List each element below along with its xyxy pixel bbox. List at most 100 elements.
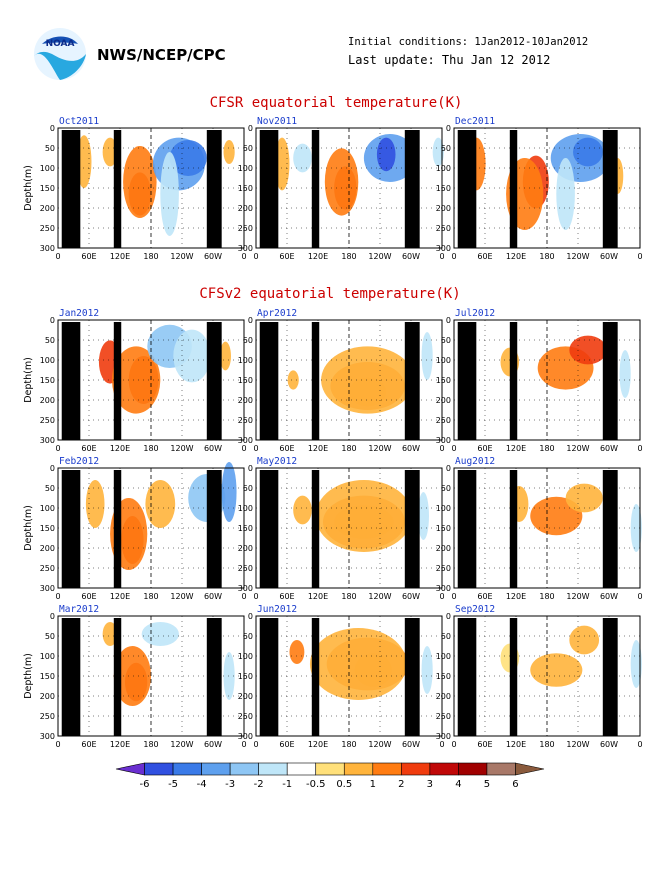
y-tick-label: 150 (238, 672, 253, 681)
y-tick-label: 100 (40, 504, 55, 513)
x-tick-label: 180 (143, 740, 158, 749)
anomaly-contour (376, 137, 396, 172)
panel-frame (57, 615, 245, 737)
y-tick-label: 300 (40, 584, 55, 593)
land-mask (311, 470, 320, 588)
x-tick-label: 0 (241, 740, 246, 749)
y-tick-label: 0 (446, 612, 451, 621)
y-tick-label: 250 (436, 564, 451, 573)
y-tick-label: 300 (436, 436, 451, 445)
y-tick-label: 300 (436, 244, 451, 253)
x-tick-label: 120W (566, 252, 589, 261)
colorbar-label: -4 (197, 779, 207, 790)
y-tick-label: 0 (50, 464, 55, 473)
x-tick-label: 60E (477, 444, 492, 453)
land-mask (61, 618, 81, 736)
panel-label: Jan2012 (59, 308, 99, 319)
y-tick-label: 150 (436, 184, 451, 193)
x-tick-label: 0 (253, 592, 258, 601)
land-mask (259, 618, 279, 736)
y-tick-label: 150 (40, 184, 55, 193)
panel-frame (255, 615, 443, 737)
y-tick-label: 0 (446, 316, 451, 325)
land-mask (509, 618, 518, 736)
panel-label: Jul2012 (455, 308, 495, 319)
y-tick-label: 0 (50, 316, 55, 325)
y-tick-label: 50 (243, 336, 253, 345)
anomaly-contour (315, 480, 413, 552)
land-mask (311, 322, 320, 440)
x-tick-label: 120E (308, 740, 328, 749)
y-tick-label: 250 (238, 564, 253, 573)
x-tick-label: 60E (81, 252, 96, 261)
land-mask (61, 130, 81, 248)
y-axis-label: Depth(m) (23, 653, 34, 699)
y-tick-label: 0 (248, 316, 253, 325)
x-tick-label: 60W (600, 252, 618, 261)
y-tick-label: 300 (40, 732, 55, 741)
anomaly-contour (293, 143, 312, 173)
land-mask (457, 618, 477, 736)
land-mask (457, 130, 477, 248)
anomaly-contour (569, 335, 607, 365)
colorbar: -6 -5 -4 -3 -2 -1 -0.5 0.5 1 2 3 4 5 6 (115, 762, 545, 790)
colorbar-segment (372, 762, 402, 776)
anomaly-contour (85, 480, 105, 528)
colorbar-label: 0.5 (336, 779, 352, 790)
colorbar-segment (115, 762, 145, 776)
x-tick-label: 60W (402, 252, 420, 261)
x-tick-label: 120W (368, 252, 391, 261)
anomaly-contour (619, 350, 631, 398)
y-tick-label: 100 (40, 652, 55, 661)
x-tick-label: 120E (110, 740, 130, 749)
colorbar-label: -2 (254, 779, 264, 790)
y-tick-label: 300 (238, 732, 253, 741)
x-tick-label: 60E (279, 444, 294, 453)
anomaly-contour (160, 152, 179, 236)
x-tick-label: 120E (110, 592, 130, 601)
anomaly-contour (421, 646, 433, 694)
x-tick-label: 0 (253, 740, 258, 749)
x-tick-label: 0 (637, 740, 642, 749)
anomaly-contour (289, 640, 305, 664)
x-tick-label: 60E (81, 740, 96, 749)
land-mask (113, 470, 122, 588)
x-tick-label: 60W (204, 592, 222, 601)
x-tick-label: 0 (439, 444, 444, 453)
y-tick-label: 50 (441, 144, 451, 153)
cfsv2-section-title: CFSv2 equatorial temperature(K) (199, 286, 460, 302)
land-mask (259, 130, 279, 248)
y-tick-label: 300 (238, 584, 253, 593)
land-mask (404, 322, 420, 440)
anomaly-contour (223, 652, 235, 700)
x-tick-label: 120E (308, 444, 328, 453)
colorbar-label: 4 (455, 779, 461, 790)
x-tick-label: 120E (506, 252, 526, 261)
colorbar-segment (229, 762, 259, 776)
colorbar-segment (401, 762, 431, 776)
x-tick-label: 60E (279, 252, 294, 261)
colorbar-segment (343, 762, 374, 776)
anomaly-contour (219, 341, 231, 371)
y-axis-label: Depth(m) (23, 505, 34, 551)
land-mask (61, 470, 81, 588)
cfsr-section-title: CFSR equatorial temperature(K) (210, 95, 463, 111)
colorbar-label: 2 (398, 779, 404, 790)
colorbar-label: -6 (140, 779, 150, 790)
x-tick-label: 120E (110, 252, 130, 261)
y-tick-label: 50 (45, 336, 55, 345)
x-tick-label: 60W (402, 444, 420, 453)
y-tick-label: 100 (40, 164, 55, 173)
x-tick-label: 0 (253, 444, 258, 453)
land-mask (259, 470, 279, 588)
x-tick-label: 180 (539, 444, 554, 453)
colorbar-segment (172, 762, 202, 776)
land-mask (113, 130, 122, 248)
anomaly-contour (321, 346, 415, 414)
colorbar-label: -3 (225, 779, 235, 790)
anomaly-contour (421, 332, 433, 380)
y-tick-label: 250 (40, 224, 55, 233)
x-tick-label: 0 (241, 444, 246, 453)
